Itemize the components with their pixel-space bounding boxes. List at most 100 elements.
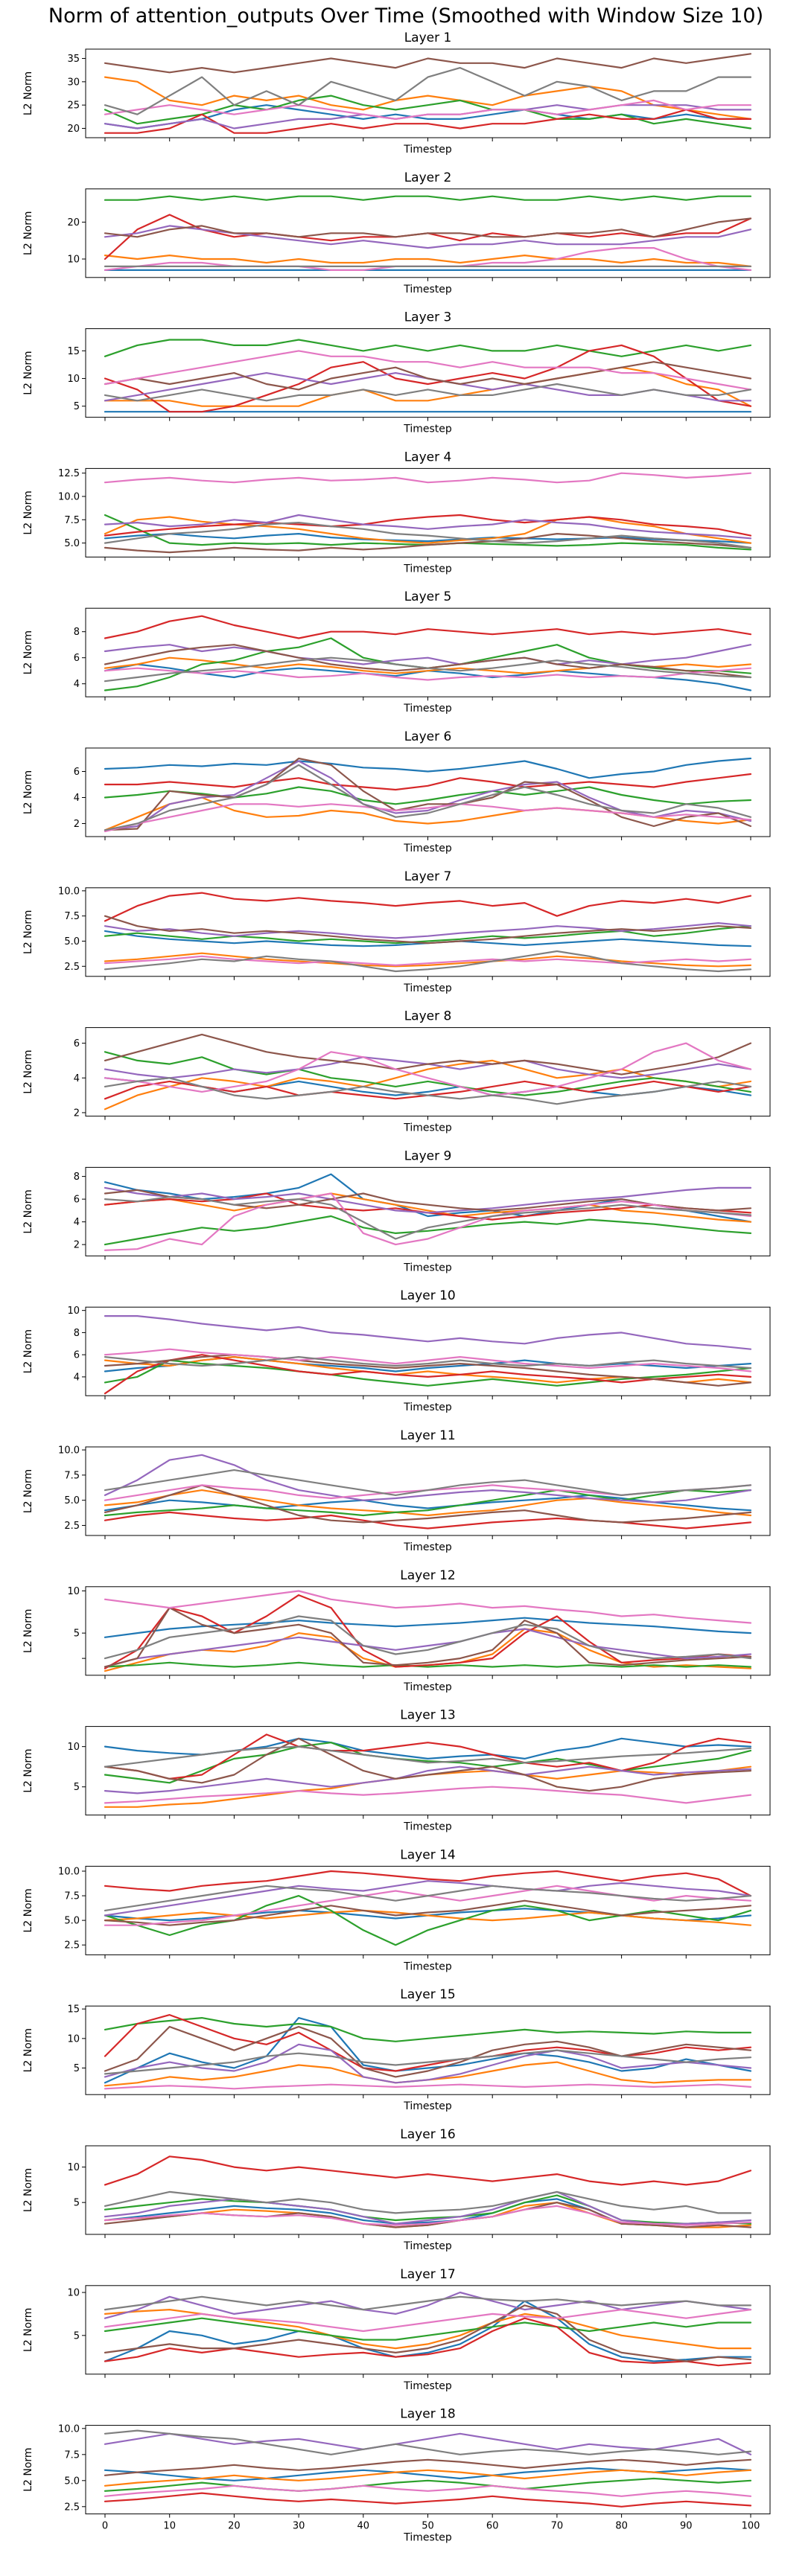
series-line-4: [104, 1080, 752, 1100]
y-tick-label: 5: [74, 2063, 80, 2074]
subplot-title: Layer 6: [404, 729, 452, 744]
x-tick-label: 60: [486, 2521, 499, 2532]
x-axis-label: Timestep: [403, 284, 452, 295]
y-tick-label: 6: [74, 1195, 80, 1206]
series-line-7: [104, 1885, 752, 1926]
y-tick-label: 4: [74, 793, 80, 804]
series-line-1: [104, 757, 752, 779]
y-axis-label: L2 Norm: [22, 490, 34, 534]
y-tick-label: 4: [74, 1372, 80, 1383]
series-line-5: [104, 1880, 752, 1917]
series-line-8: [104, 522, 752, 549]
subplot-layer-8: Layer 8 2 4 6 Timestep L2 Norm: [22, 1009, 771, 1134]
x-axis-label: Timestep: [403, 1122, 452, 1134]
series-line-7: [104, 472, 752, 484]
y-tick-label: 5.0: [64, 1916, 80, 1927]
series-line-5: [104, 1628, 752, 1668]
subplot-title: Layer 1: [404, 31, 452, 45]
x-axis-label: Timestep: [403, 424, 452, 435]
subplot-title: Layer 17: [400, 2267, 455, 2282]
y-tick-label: 30: [67, 77, 80, 88]
series-line-2: [104, 1059, 752, 1110]
y-tick-label: 10: [67, 1742, 80, 1753]
series-line-5: [104, 1454, 752, 1503]
x-axis-label: Timestep: [403, 1681, 452, 1693]
series-line-6: [104, 53, 752, 74]
series-line-5: [104, 514, 752, 540]
y-tick-label: 10: [67, 2033, 80, 2045]
x-axis-label: Timestep: [403, 563, 452, 575]
subplot-title: Layer 7: [404, 869, 452, 884]
series-line-6: [104, 2304, 752, 2362]
y-tick-label: 7.5: [64, 911, 80, 922]
plot-frame: [85, 607, 771, 697]
y-tick-label: 10: [67, 255, 80, 266]
y-tick-label: 6: [74, 1350, 80, 1361]
y-tick-label: 2: [74, 819, 80, 830]
series-line-2: [104, 2309, 752, 2350]
series-line-4: [104, 2155, 752, 2186]
subplot-title: Layer 9: [404, 1148, 452, 1163]
series-line-7: [104, 350, 752, 391]
x-axis-label: Timestep: [403, 982, 452, 994]
x-tick-label: 10: [163, 2521, 176, 2532]
series-line-8: [104, 656, 752, 683]
series-line-7: [104, 1590, 752, 1624]
x-axis-label: Timestep: [403, 2240, 452, 2252]
x-tick-label: 100: [742, 2521, 760, 2532]
y-tick-label: 2: [74, 1108, 80, 1119]
series-line-4: [104, 344, 752, 413]
y-axis-label: L2 Norm: [22, 910, 34, 954]
y-axis-label: L2 Norm: [22, 1748, 34, 1792]
series-line-6: [104, 1484, 752, 1524]
series-line-3: [104, 1661, 752, 1668]
y-tick-label: 6: [74, 1038, 80, 1049]
series-line-6: [104, 361, 752, 391]
series-line-7: [104, 2484, 752, 2497]
series-line-3: [104, 2477, 752, 2492]
y-tick-label: 2.5: [64, 1940, 80, 1952]
subplot-title: Layer 10: [400, 1288, 455, 1303]
series-line-7: [104, 1192, 752, 1251]
x-tick-label: 90: [680, 2521, 693, 2532]
series-line-3: [104, 2017, 752, 2042]
series-line-8: [104, 67, 752, 115]
y-tick-label: 10.0: [58, 886, 80, 897]
y-axis-label: L2 Norm: [22, 2028, 34, 2072]
series-line-5: [104, 644, 752, 665]
series-line-6: [104, 533, 752, 554]
y-tick-label: 5.0: [64, 936, 80, 947]
series-line-1: [104, 1617, 752, 1638]
y-tick-label: 5: [74, 1782, 80, 1793]
y-tick-label: 2: [74, 1240, 80, 1251]
series-line-8: [104, 1356, 752, 1370]
series-line-8: [104, 2190, 752, 2214]
y-tick-label: 5: [74, 2330, 80, 2342]
subplot-layer-12: Layer 12 5 10 Timestep L2 Norm: [22, 1568, 771, 1693]
series-line-5: [104, 2432, 752, 2455]
subplot-layer-16: Layer 16 5 10 Timestep L2 Norm: [22, 2127, 771, 2252]
subplot-title: Layer 8: [404, 1009, 452, 1024]
y-tick-label: 8: [74, 627, 80, 638]
y-axis-label: L2 Norm: [22, 2447, 34, 2491]
x-axis-label: Timestep: [403, 703, 452, 715]
figure-title: Norm of attention_outputs Over Time (Smo…: [48, 4, 763, 28]
subplot-title: Layer 11: [400, 1428, 455, 1443]
y-tick-label: 10: [67, 2162, 80, 2173]
subplot-title: Layer 13: [400, 1708, 455, 1723]
series-line-2: [104, 1489, 752, 1517]
series-line-5: [104, 2043, 752, 2084]
x-tick-label: 20: [228, 2521, 241, 2532]
y-tick-label: 15: [67, 2004, 80, 2016]
series-line-6: [104, 217, 752, 238]
series-line-4: [104, 1733, 752, 1780]
x-axis-label: Timestep: [403, 843, 452, 854]
series-line-1: [104, 104, 752, 130]
x-tick-label: 50: [422, 2521, 434, 2532]
series-line-2: [104, 2469, 752, 2487]
series-line-2: [104, 366, 752, 407]
y-axis-label: L2 Norm: [22, 1469, 34, 1513]
y-axis-label: L2 Norm: [22, 2168, 34, 2212]
y-tick-label: 7.5: [64, 2449, 80, 2461]
series-line-4: [104, 1870, 752, 1897]
